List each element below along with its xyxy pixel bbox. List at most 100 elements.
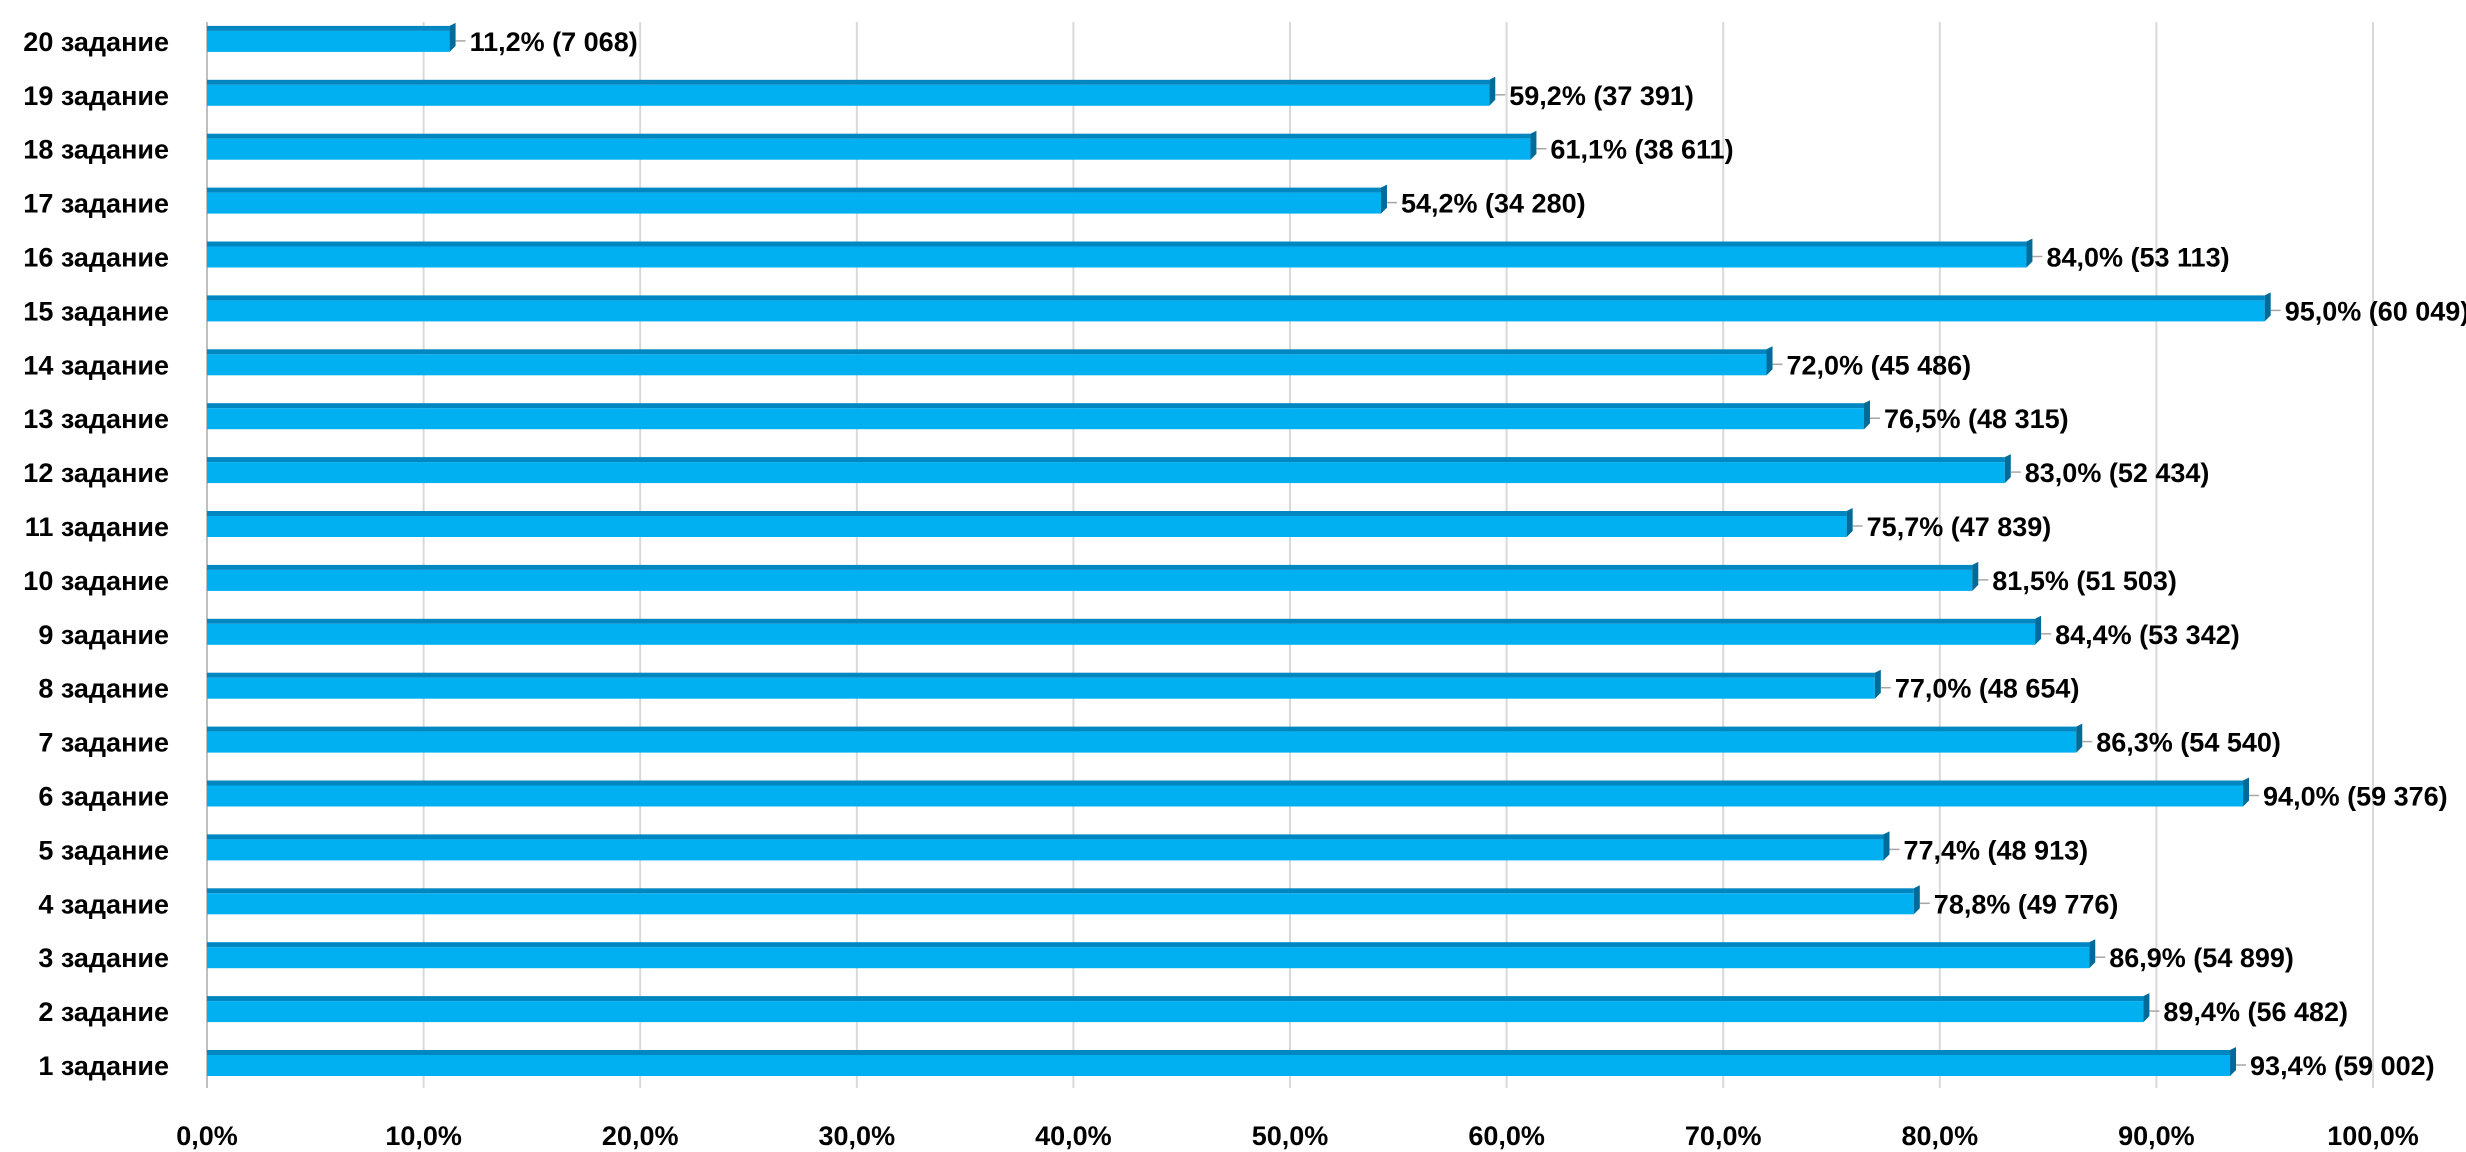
bar-end-face bbox=[1766, 346, 1773, 376]
category-label: 3 задание bbox=[38, 943, 169, 973]
data-label: 61,1% (38 611) bbox=[1550, 135, 1733, 165]
category-label: 5 задание bbox=[38, 835, 169, 865]
category-label: 20 задание bbox=[23, 27, 169, 57]
bar-top-face bbox=[207, 618, 2036, 624]
bar-front-face bbox=[207, 30, 450, 52]
bar bbox=[207, 885, 1920, 915]
bar-end-face bbox=[2243, 777, 2250, 807]
bar bbox=[207, 238, 2033, 268]
bar bbox=[207, 669, 1881, 699]
bar bbox=[207, 454, 2011, 484]
bar-front-face bbox=[207, 516, 1847, 537]
bar-front-face bbox=[207, 354, 1767, 376]
data-label: 83,0% (52 434) bbox=[2025, 458, 2210, 488]
bar-top-face bbox=[207, 133, 1531, 139]
data-label: 86,9% (54 899) bbox=[2109, 943, 2294, 973]
bar-end-face bbox=[1913, 885, 1920, 915]
category-label: 14 задание bbox=[23, 350, 169, 380]
bar-top-face bbox=[207, 672, 1875, 678]
bar-front-face bbox=[207, 192, 1381, 214]
bar-front-face bbox=[207, 138, 1531, 160]
category-label: 11 задание bbox=[25, 512, 169, 542]
category-label: 10 задание bbox=[23, 566, 169, 596]
bar-front-face bbox=[207, 569, 1973, 591]
bars bbox=[207, 22, 2271, 1076]
data-label: 94,0% (59 376) bbox=[2263, 782, 2448, 812]
bar-top-face bbox=[207, 942, 2090, 948]
category-label: 4 задание bbox=[38, 889, 169, 919]
bar-top-face bbox=[207, 295, 2265, 301]
bar-front-face bbox=[207, 84, 1490, 106]
bar-front-face bbox=[207, 677, 1875, 699]
data-label: 59,2% (37 391) bbox=[1509, 81, 1694, 111]
x-tick-label: 30,0% bbox=[819, 1121, 896, 1151]
bar-top-face bbox=[207, 187, 1381, 193]
data-label: 75,7% (47 839) bbox=[1867, 512, 2052, 542]
bar-top-face bbox=[207, 79, 1490, 85]
bar-top-face bbox=[207, 888, 1914, 894]
bar-front-face bbox=[207, 947, 2090, 969]
x-tick-label: 10,0% bbox=[385, 1121, 462, 1151]
category-label: 17 задание bbox=[23, 189, 169, 219]
data-label: 78,8% (49 776) bbox=[1934, 889, 2119, 919]
bar-top-face bbox=[207, 511, 1847, 516]
x-tick-label: 50,0% bbox=[1252, 1121, 1329, 1151]
bar-top-face bbox=[207, 726, 2077, 732]
data-label: 84,0% (53 113) bbox=[2046, 243, 2229, 273]
bar-front-face bbox=[207, 1055, 2231, 1076]
data-label: 11,2% (7 068) bbox=[470, 27, 638, 57]
bar bbox=[207, 76, 1496, 106]
data-label: 93,4% (59 002) bbox=[2250, 1051, 2435, 1081]
bar bbox=[207, 939, 2096, 969]
bar-end-face bbox=[2004, 454, 2011, 484]
bar-end-face bbox=[2143, 993, 2150, 1023]
bar bbox=[207, 22, 456, 52]
data-label: 77,0% (48 654) bbox=[1895, 674, 2080, 704]
bar-top-face bbox=[207, 834, 1884, 840]
bar-end-face bbox=[449, 22, 456, 52]
bar bbox=[207, 993, 2150, 1023]
bar-end-face bbox=[1863, 400, 1870, 430]
bar-front-face bbox=[207, 1001, 2144, 1023]
data-label: 81,5% (51 503) bbox=[1992, 566, 2177, 596]
x-tick-label: 0,0% bbox=[176, 1121, 238, 1151]
bar-front-face bbox=[207, 246, 2027, 268]
bar-end-face bbox=[2230, 1047, 2237, 1076]
x-tick-label: 90,0% bbox=[2118, 1121, 2195, 1151]
bar-end-face bbox=[1972, 561, 1979, 591]
bar-end-face bbox=[2026, 238, 2033, 268]
category-label: 15 задание bbox=[23, 296, 169, 326]
bar-top-face bbox=[207, 1050, 2231, 1055]
bar-end-face bbox=[2264, 292, 2271, 322]
x-tick-label: 20,0% bbox=[602, 1121, 679, 1151]
bar-front-face bbox=[207, 408, 1864, 430]
bar-top-face bbox=[207, 780, 2244, 786]
category-label: 16 задание bbox=[23, 243, 169, 273]
bar bbox=[207, 1047, 2237, 1076]
bar-top-face bbox=[207, 996, 2144, 1002]
bar-front-face bbox=[207, 462, 2005, 484]
bar bbox=[207, 831, 1890, 861]
bar bbox=[207, 130, 1537, 160]
category-label: 1 задание bbox=[38, 1051, 169, 1081]
category-label: 13 задание bbox=[23, 404, 169, 434]
bar bbox=[207, 184, 1387, 214]
x-tick-label: 70,0% bbox=[1685, 1121, 1762, 1151]
bar-end-face bbox=[2035, 615, 2042, 645]
bar-end-face bbox=[2089, 939, 2096, 969]
bar bbox=[207, 561, 1979, 591]
bar-top-face bbox=[207, 457, 2005, 463]
bar bbox=[207, 292, 2271, 322]
bar-end-face bbox=[1489, 76, 1496, 106]
bar-end-face bbox=[1380, 184, 1387, 214]
category-label: 12 задание bbox=[23, 458, 169, 488]
bar-front-face bbox=[207, 300, 2265, 322]
bar bbox=[207, 723, 2083, 753]
bar-top-face bbox=[207, 241, 2027, 247]
bar-front-face bbox=[207, 893, 1914, 915]
bar-top-face bbox=[207, 403, 1864, 409]
x-axis-ticks: 0,0% 10,0% 20,0% 30,0% 40,0% 50,0% 60,0% 70,0% 8… bbox=[176, 1121, 2419, 1151]
data-label: 76,5% (48 315) bbox=[1884, 404, 2069, 434]
bar bbox=[207, 508, 1853, 537]
